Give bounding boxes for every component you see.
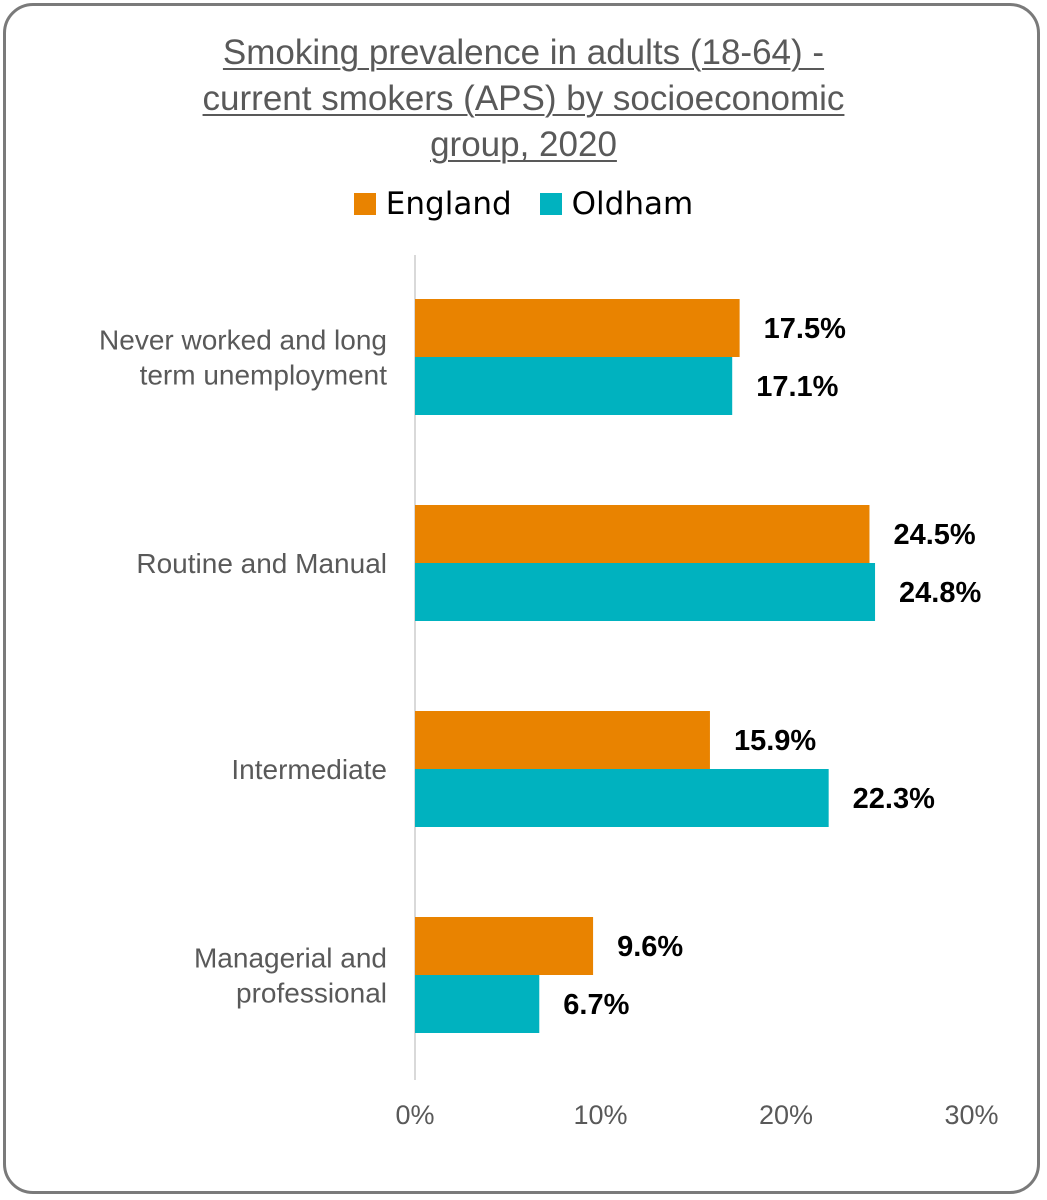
chart-title-line-3: group, 2020 [430,125,617,164]
bar-england-1 [415,505,870,563]
bar-england-3 [415,917,594,975]
data-label-oldham-0: 17.1% [756,371,838,403]
data-label-england-0: 17.5% [764,313,846,345]
bar-england-2 [415,711,710,769]
category-label-0-line-1: term unemployment [140,360,388,391]
legend-item-oldham: Oldham [539,186,694,222]
x-tick-label-0: 0% [395,1100,434,1130]
chart-title: Smoking prevalence in adults (18-64) - c… [0,30,1047,168]
category-label-3-line-0: Managerial and [194,943,387,974]
data-label-england-2: 15.9% [734,725,816,757]
category-label-3-line-1: professional [236,978,387,1009]
legend-label-england: England [385,186,512,222]
bar-england-0 [415,299,740,357]
x-tick-label-1: 10% [573,1100,627,1130]
chart-title-line-1: Smoking prevalence in adults (18-64) - [222,33,825,72]
bar-oldham-3 [415,975,540,1033]
chart-title-line-2: current smokers (APS) by socioeconomic [202,79,845,118]
bar-oldham-2 [415,769,829,827]
data-label-oldham-1: 24.8% [899,577,981,609]
category-label-0-line-0: Never worked and long [99,325,387,356]
x-tick-label-2: 20% [759,1100,813,1130]
data-label-oldham-2: 22.3% [853,783,935,815]
legend-item-england: England [353,186,512,222]
legend-swatch-oldham [539,193,562,215]
data-label-oldham-3: 6.7% [563,989,629,1021]
x-tick-label-3: 30% [944,1100,998,1130]
category-label-1-line-0: Routine and Manual [136,548,387,579]
legend-label-oldham: Oldham [571,186,694,222]
bar-oldham-1 [415,563,876,621]
data-label-england-1: 24.5% [893,519,975,551]
data-label-england-3: 9.6% [617,931,683,963]
category-label-2-line-0: Intermediate [231,754,387,785]
chart-legend: England Oldham [0,186,1047,222]
legend-swatch-england [353,193,376,215]
bar-oldham-0 [415,357,733,415]
